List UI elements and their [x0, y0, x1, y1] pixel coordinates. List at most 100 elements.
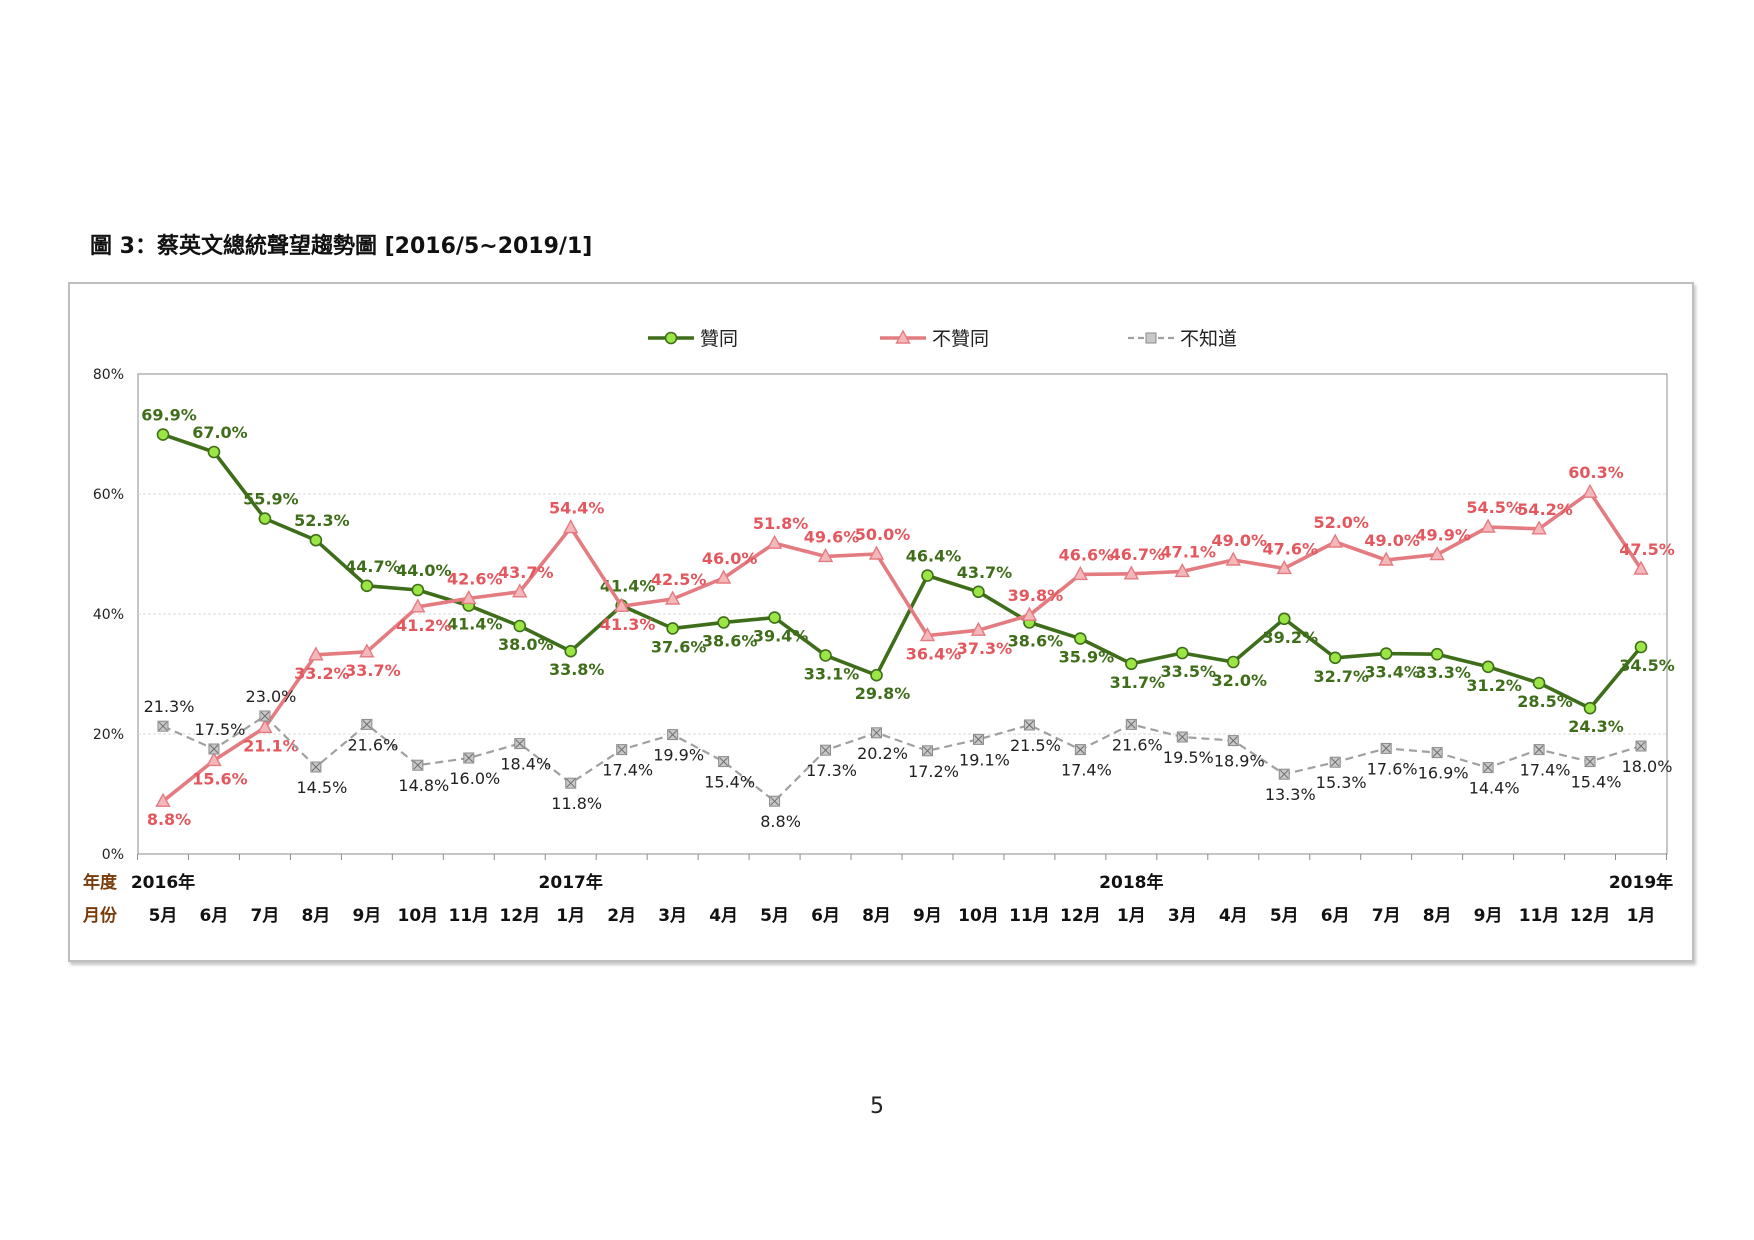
- approve-data-label: 52.3%: [294, 511, 350, 530]
- approve-point: [972, 585, 985, 599]
- disapprove-point: [461, 589, 477, 605]
- month-label: 12月: [1060, 906, 1101, 926]
- approve-point: [1226, 655, 1240, 669]
- approve-point: [1532, 676, 1546, 690]
- approve-data-label: 41.4%: [447, 615, 503, 634]
- unknown-data-label: 18.9%: [1214, 752, 1265, 771]
- unknown-point-cross: [1177, 732, 1187, 742]
- unknown-data-label: 17.5%: [195, 720, 246, 739]
- approve-data-label: 67.0%: [192, 423, 248, 442]
- year-label: 2016年: [131, 872, 195, 893]
- approve-data-label: 24.3%: [1568, 717, 1624, 736]
- unknown-point-cross: [668, 730, 678, 739]
- unknown-data-label: 21.6%: [1112, 735, 1163, 754]
- unknown-point-cross: [1636, 741, 1646, 751]
- approve-point: [258, 512, 272, 525]
- unknown-data-label: 23.0%: [246, 687, 297, 706]
- approve-point: [1328, 651, 1342, 665]
- month-label: 11月: [448, 906, 489, 926]
- approve-data-label: 39.4%: [753, 627, 809, 646]
- series-2-line: [162, 714, 1642, 803]
- legend-label: 不贊同: [932, 328, 989, 350]
- disapprove-point: [1123, 565, 1140, 580]
- unknown-data-label: 15.4%: [1571, 773, 1622, 792]
- disapprove-point: [1378, 551, 1394, 566]
- disapprove-data-label: 49.0%: [1212, 531, 1268, 550]
- month-label: 1月: [556, 906, 585, 926]
- unknown-data-label: 19.9%: [653, 746, 704, 765]
- disapprove-data-label: 46.6%: [1059, 545, 1115, 564]
- disapprove-data-label: 47.6%: [1262, 539, 1318, 558]
- month-label: 9月: [913, 906, 942, 926]
- disapprove-data-label: 42.5%: [651, 570, 707, 589]
- year-label: 2017年: [539, 872, 603, 893]
- approve-data-label: 39.2%: [1262, 628, 1318, 647]
- disapprove-data-label: 51.8%: [753, 514, 809, 533]
- approve-point: [1125, 657, 1138, 671]
- disapprove-point: [1480, 518, 1496, 533]
- disapprove-point: [766, 534, 783, 549]
- y-tick-label: 40%: [93, 607, 124, 623]
- month-label: 6月: [200, 906, 229, 926]
- disapprove-point: [614, 597, 630, 612]
- month-label: 10月: [397, 906, 438, 926]
- disapprove-point: [1429, 546, 1445, 561]
- approve-point: [207, 445, 221, 459]
- month-label: 2月: [607, 906, 636, 926]
- unknown-data-label: 17.4%: [602, 761, 653, 780]
- approve-data-label: 32.0%: [1212, 671, 1268, 690]
- approve-data-label: 38.0%: [498, 635, 554, 654]
- disapprove-data-label: 42.6%: [447, 569, 503, 588]
- disapprove-data-label: 39.8%: [1008, 586, 1064, 605]
- month-label: 7月: [1372, 906, 1401, 926]
- disapprove-data-label: 54.5%: [1466, 498, 1522, 517]
- approve-point: [870, 668, 883, 682]
- disapprove-data-label: 36.4%: [906, 645, 962, 664]
- month-label: 3月: [1168, 906, 1197, 926]
- month-label: 3月: [658, 906, 687, 926]
- month-label: 10月: [958, 906, 999, 926]
- approve-data-label: 69.9%: [141, 406, 197, 425]
- disapprove-data-label: 52.0%: [1313, 513, 1369, 532]
- approve-point: [1430, 647, 1444, 661]
- approve-point: [1634, 640, 1648, 654]
- unknown-data-label: 21.6%: [347, 735, 398, 754]
- unknown-data-label: 14.8%: [398, 776, 449, 795]
- approve-point: [1583, 701, 1597, 715]
- approve-data-label: 38.6%: [702, 631, 758, 650]
- disapprove-data-label: 49.0%: [1364, 531, 1420, 550]
- approve-data-label: 31.7%: [1110, 673, 1166, 692]
- approve-point: [921, 569, 934, 582]
- month-label: 5月: [760, 906, 789, 926]
- disapprove-data-label: 50.0%: [855, 525, 911, 544]
- disapprove-point: [715, 569, 732, 584]
- disapprove-point: [664, 590, 681, 605]
- unknown-point-cross: [872, 728, 881, 738]
- approve-point: [1176, 646, 1189, 660]
- disapprove-point: [868, 545, 885, 560]
- approve-data-label: 34.5%: [1619, 656, 1675, 675]
- legend-label: 贊同: [700, 328, 738, 350]
- disapprove-point: [817, 547, 834, 563]
- month-label: 8月: [301, 906, 330, 926]
- disapprove-point: [206, 751, 222, 767]
- unknown-point-cross: [464, 753, 474, 763]
- unknown-point-cross: [1432, 748, 1442, 757]
- unknown-data-label: 19.1%: [959, 750, 1010, 769]
- month-label: 6月: [811, 906, 840, 926]
- disapprove-data-label: 49.6%: [804, 527, 860, 546]
- disapprove-point: [410, 598, 426, 613]
- approve-point: [564, 644, 578, 658]
- approve-data-label: 33.3%: [1415, 663, 1471, 682]
- disapprove-data-label: 60.3%: [1568, 463, 1624, 482]
- disapprove-point: [308, 646, 324, 661]
- unknown-point-cross: [974, 735, 983, 744]
- disapprove-point: [1072, 565, 1089, 581]
- legend-unknown-marker: [1145, 332, 1157, 344]
- disapprove-data-label: 49.9%: [1415, 526, 1471, 545]
- disapprove-point: [970, 621, 987, 636]
- approve-point: [666, 622, 679, 635]
- unknown-point-cross: [566, 778, 576, 788]
- disapprove-data-label: 43.7%: [498, 563, 554, 582]
